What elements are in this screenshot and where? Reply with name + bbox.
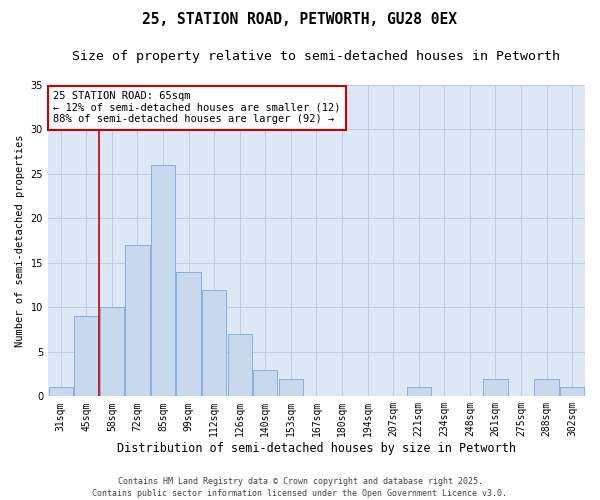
Bar	[279, 378, 303, 396]
Bar	[227, 334, 252, 396]
Text: 25 STATION ROAD: 65sqm
← 12% of semi-detached houses are smaller (12)
88% of sem: 25 STATION ROAD: 65sqm ← 12% of semi-det…	[53, 91, 341, 124]
Text: 25, STATION ROAD, PETWORTH, GU28 0EX: 25, STATION ROAD, PETWORTH, GU28 0EX	[143, 12, 458, 28]
Bar	[484, 378, 508, 396]
Bar	[151, 165, 175, 396]
Bar	[125, 245, 149, 396]
Bar	[100, 308, 124, 396]
Bar	[176, 272, 201, 396]
Bar	[253, 370, 277, 396]
Bar	[49, 388, 73, 396]
Title: Size of property relative to semi-detached houses in Petworth: Size of property relative to semi-detach…	[73, 50, 560, 63]
Text: Contains HM Land Registry data © Crown copyright and database right 2025.
Contai: Contains HM Land Registry data © Crown c…	[92, 476, 508, 498]
Bar	[407, 388, 431, 396]
X-axis label: Distribution of semi-detached houses by size in Petworth: Distribution of semi-detached houses by …	[117, 442, 516, 455]
Bar	[560, 388, 584, 396]
Bar	[74, 316, 98, 396]
Bar	[202, 290, 226, 397]
Y-axis label: Number of semi-detached properties: Number of semi-detached properties	[15, 134, 25, 347]
Bar	[535, 378, 559, 396]
